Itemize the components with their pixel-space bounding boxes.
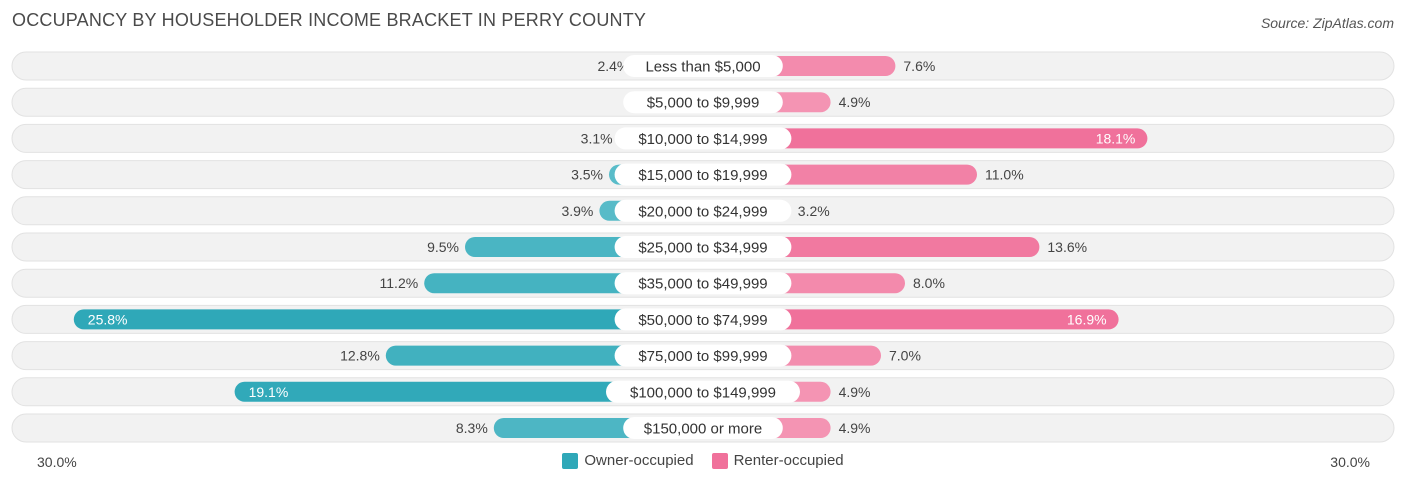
legend-renter[interactable]: Renter-occupied	[711, 452, 844, 469]
legend-owner[interactable]: Owner-occupied	[562, 452, 694, 469]
renter-bar[interactable]	[703, 128, 1148, 149]
category-pill	[614, 236, 792, 258]
legend: Owner-occupied Renter-occupied	[0, 452, 1406, 469]
renter-value-label: 16.9%	[1067, 311, 1107, 327]
renter-value-label: 4.9%	[839, 420, 871, 436]
category-pill	[623, 55, 783, 77]
category-pill	[623, 417, 783, 439]
category-label: $25,000 to $34,999	[638, 240, 767, 257]
renter-value-label: 8.0%	[913, 275, 945, 291]
owner-value-label: 2.4%	[597, 58, 629, 74]
owner-bar[interactable]	[234, 381, 703, 402]
owner-value-label: 3.9%	[561, 203, 593, 219]
owner-value-label: 12.8%	[340, 348, 380, 364]
renter-value-label: 18.1%	[1096, 130, 1136, 146]
renter-bar[interactable]	[703, 309, 1119, 330]
renter-value-label: 3.2%	[798, 203, 830, 219]
category-pill	[614, 344, 792, 367]
category-pill	[614, 199, 792, 222]
owner-value-label: 8.3%	[456, 420, 488, 436]
category-label: $35,000 to $49,999	[638, 276, 767, 293]
category-pill	[623, 91, 783, 114]
owner-value-label: 25.8%	[88, 311, 128, 327]
renter-value-label: 13.6%	[1047, 239, 1087, 255]
category-pill	[614, 308, 792, 331]
renter-swatch-icon	[711, 452, 728, 469]
category-label: $5,000 to $9,999	[647, 95, 760, 112]
axis-right-label: 30.0%	[1330, 454, 1370, 470]
owner-value-label: 9.5%	[427, 239, 459, 255]
source-label: Source: ZipAtlas.com	[1260, 15, 1394, 31]
renter-value-label: 7.6%	[903, 58, 935, 74]
category-label: $150,000 or more	[644, 421, 762, 438]
owner-value-label: 11.2%	[380, 275, 419, 291]
category-pill	[606, 380, 800, 403]
axis-left-label: 30.0%	[37, 454, 77, 470]
category-label: $15,000 to $19,999	[638, 167, 767, 184]
owner-swatch-icon	[562, 452, 579, 469]
owner-bar[interactable]	[73, 309, 704, 330]
category-pill	[614, 163, 792, 186]
category-label: $10,000 to $14,999	[638, 131, 767, 148]
owner-value-label: 19.1%	[249, 384, 289, 400]
legend-renter-label: Renter-occupied	[733, 452, 844, 469]
category-pill	[614, 127, 792, 150]
category-label: $50,000 to $74,999	[638, 312, 767, 329]
category-label: $20,000 to $24,999	[638, 203, 767, 220]
renter-value-label: 7.0%	[889, 348, 921, 364]
category-label: $100,000 to $149,999	[630, 384, 776, 401]
renter-value-label: 11.0%	[985, 167, 1024, 183]
owner-value-label: 3.1%	[581, 130, 613, 146]
chart-title: OCCUPANCY BY HOUSEHOLDER INCOME BRACKET …	[12, 10, 647, 30]
category-pill	[614, 272, 792, 295]
legend-owner-label: Owner-occupied	[584, 452, 694, 469]
owner-value-label: 3.5%	[571, 167, 603, 183]
category-label: Less than $5,000	[645, 59, 760, 76]
renter-value-label: 4.9%	[839, 94, 871, 110]
category-label: $75,000 to $99,999	[638, 348, 767, 365]
renter-value-label: 4.9%	[839, 384, 871, 400]
